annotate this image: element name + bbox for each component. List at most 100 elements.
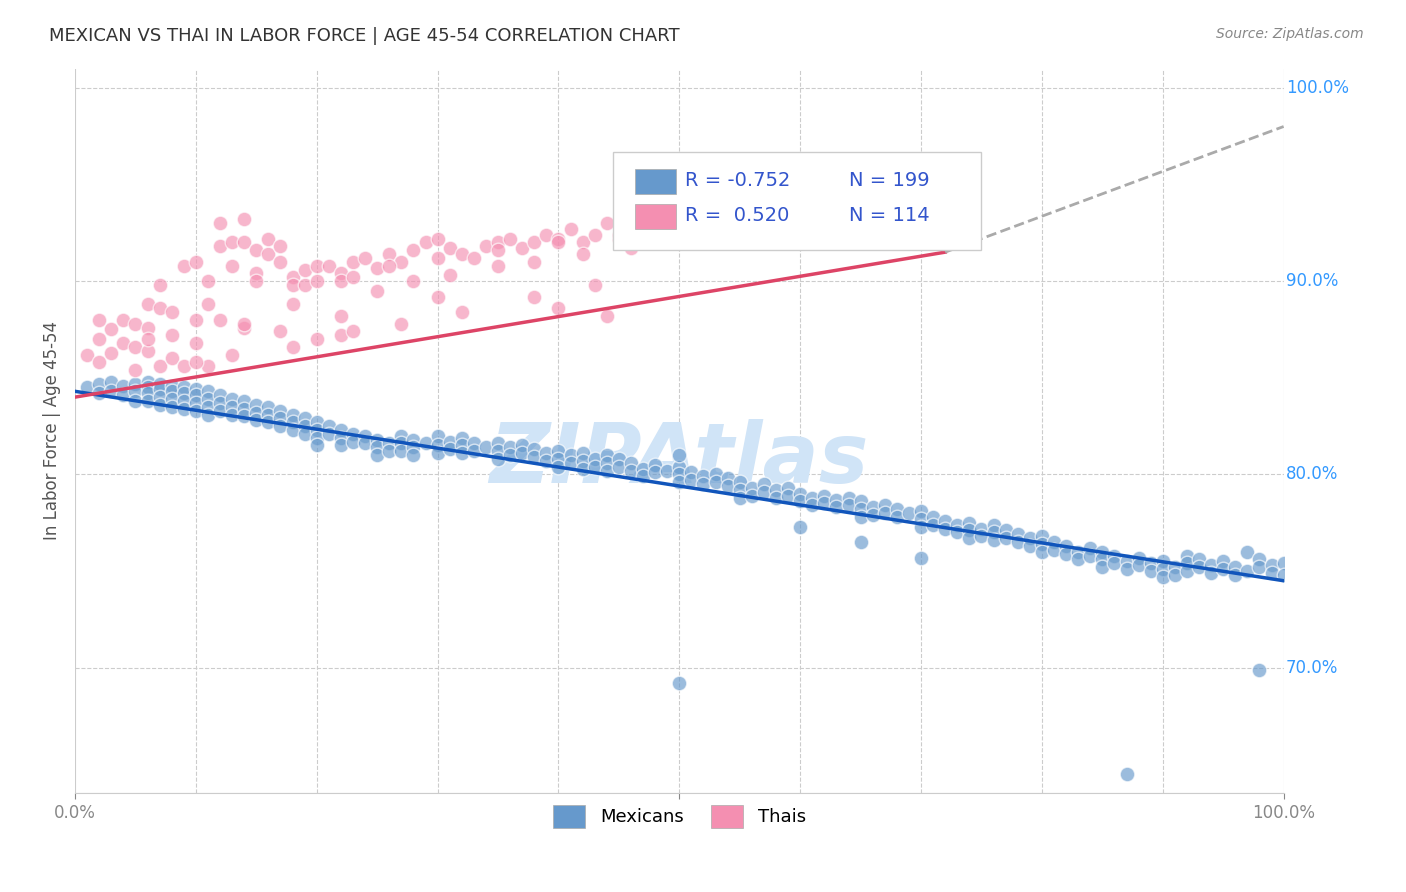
Point	[124, 317, 146, 331]
Point	[1115, 554, 1137, 568]
Point	[136, 332, 159, 346]
Point	[486, 259, 509, 273]
Point	[644, 458, 666, 472]
Point	[112, 336, 135, 351]
Point	[1067, 545, 1090, 559]
Point	[136, 380, 159, 394]
Point	[245, 267, 267, 281]
Point	[994, 531, 1017, 545]
Point	[354, 436, 377, 450]
Point	[197, 384, 219, 399]
Point	[209, 239, 232, 253]
Point	[329, 274, 352, 288]
Point	[1115, 562, 1137, 576]
Point	[1007, 535, 1029, 549]
Point	[583, 227, 606, 242]
Point	[1249, 560, 1271, 574]
Point	[765, 491, 787, 505]
Point	[124, 363, 146, 377]
Point	[1128, 550, 1150, 565]
Point	[329, 423, 352, 437]
Point	[389, 444, 412, 458]
Point	[849, 510, 872, 524]
Point	[426, 429, 449, 443]
Point	[571, 461, 593, 475]
Point	[983, 517, 1005, 532]
Point	[560, 222, 582, 236]
Point	[160, 392, 183, 406]
Point	[281, 340, 304, 354]
Point	[450, 247, 472, 261]
Point	[76, 380, 98, 394]
Point	[789, 494, 811, 508]
Point	[245, 406, 267, 420]
Point	[342, 325, 364, 339]
Point	[523, 442, 546, 457]
Point	[523, 290, 546, 304]
Point	[366, 284, 388, 298]
Point	[415, 235, 437, 250]
Point	[536, 454, 558, 468]
Point	[825, 500, 848, 515]
Point	[269, 419, 291, 434]
Point	[233, 394, 256, 409]
Point	[197, 274, 219, 288]
Point	[257, 400, 280, 414]
Point	[173, 386, 195, 401]
Point	[1054, 547, 1077, 561]
Point	[1175, 564, 1198, 578]
Point	[873, 506, 896, 520]
Point	[1128, 558, 1150, 573]
Point	[378, 247, 401, 261]
Point	[221, 348, 243, 362]
Point	[728, 483, 751, 497]
Point	[294, 426, 316, 441]
Point	[281, 408, 304, 422]
Point	[838, 499, 860, 513]
Point	[197, 408, 219, 422]
Point	[681, 466, 703, 480]
Point	[957, 516, 980, 530]
Point	[257, 232, 280, 246]
Point	[1043, 542, 1066, 557]
Point	[1104, 557, 1126, 571]
Point	[910, 550, 932, 565]
Point	[463, 444, 485, 458]
Point	[209, 403, 232, 417]
Point	[607, 459, 630, 474]
Point	[233, 235, 256, 250]
Point	[668, 475, 690, 490]
Point	[269, 325, 291, 339]
Point	[342, 434, 364, 449]
Point	[184, 313, 207, 327]
Point	[547, 459, 569, 474]
Point	[233, 409, 256, 424]
Point	[728, 209, 751, 223]
Point	[245, 413, 267, 427]
Point	[717, 479, 740, 493]
Point	[547, 452, 569, 467]
Point	[560, 448, 582, 462]
Point	[1188, 552, 1211, 566]
Point	[426, 232, 449, 246]
Point	[366, 448, 388, 462]
Point	[560, 456, 582, 470]
Point	[778, 481, 800, 495]
Point	[765, 483, 787, 497]
Point	[1139, 557, 1161, 571]
Point	[89, 313, 111, 327]
Point	[378, 436, 401, 450]
Point	[1091, 560, 1114, 574]
Point	[305, 431, 328, 445]
Point	[668, 459, 690, 474]
Point	[402, 244, 425, 258]
Point	[450, 305, 472, 319]
Point	[1139, 564, 1161, 578]
Point	[294, 278, 316, 293]
Point	[366, 260, 388, 275]
Point	[499, 232, 522, 246]
Point	[173, 259, 195, 273]
Point	[160, 384, 183, 399]
Point	[257, 247, 280, 261]
Point	[897, 506, 920, 520]
